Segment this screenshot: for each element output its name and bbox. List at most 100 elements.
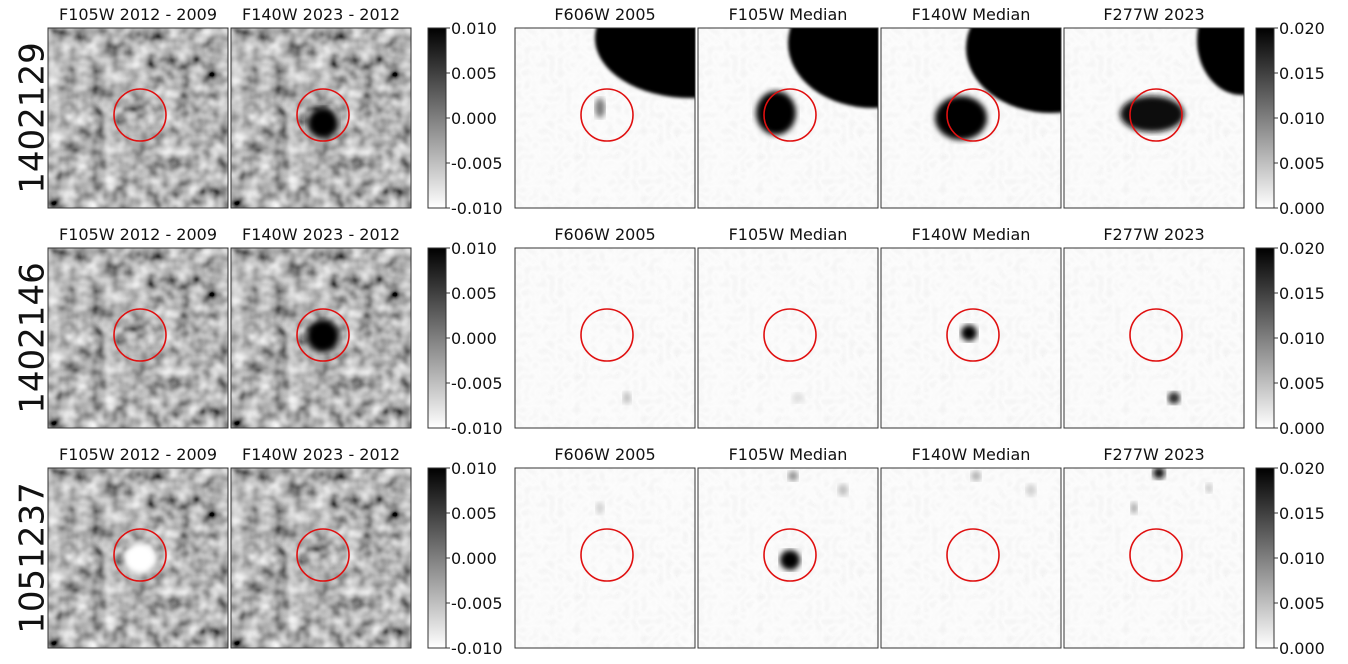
source <box>1131 502 1137 514</box>
image-background <box>515 468 695 648</box>
image-panel <box>48 28 228 208</box>
image-panel <box>698 468 878 648</box>
colorbar-tick-label: -0.005 <box>451 374 503 393</box>
colorbar <box>428 468 446 648</box>
colorbar-tick-label: 0.010 <box>451 19 497 38</box>
source <box>961 325 977 341</box>
panel-title: F105W Median <box>729 445 848 464</box>
panel-title: F140W 2023 - 2012 <box>242 225 400 244</box>
image-panel <box>1064 248 1244 428</box>
colorbar-tick-label: -0.010 <box>451 199 503 218</box>
source <box>838 484 848 496</box>
colorbar-tick-label: 0.000 <box>451 549 497 568</box>
image-panel <box>515 468 695 648</box>
panel-title: F606W 2005 <box>554 445 655 464</box>
colorbar-tick-label: 0.015 <box>1279 504 1325 523</box>
source <box>792 393 804 403</box>
source <box>971 471 981 481</box>
source <box>1026 484 1036 496</box>
row-label: 1402129 <box>13 42 53 193</box>
image-panel <box>698 248 878 428</box>
image-panel <box>881 248 1061 428</box>
colorbar-tick-label: 0.010 <box>1279 329 1325 348</box>
image-background <box>48 28 228 208</box>
colorbar <box>1256 468 1274 648</box>
image-panel <box>881 468 1061 648</box>
colorbar <box>428 28 446 208</box>
image-background <box>1064 468 1244 648</box>
colorbar-tick-label: 0.020 <box>1279 459 1325 478</box>
source <box>124 542 156 574</box>
image-background <box>698 248 878 428</box>
image-panel <box>1064 467 1244 648</box>
image-background <box>1064 248 1244 428</box>
panel-title: F105W 2012 - 2009 <box>59 5 217 24</box>
colorbar-tick-label: 0.005 <box>1279 374 1325 393</box>
colorbar-tick-label: 0.005 <box>451 284 497 303</box>
panel-title: F105W 2012 - 2009 <box>59 225 217 244</box>
image-background <box>48 248 228 428</box>
panel-title: F277W 2023 <box>1103 5 1204 24</box>
colorbar-tick-label: 0.010 <box>1279 549 1325 568</box>
source <box>307 320 339 352</box>
colorbar-tick-label: 0.005 <box>1279 594 1325 613</box>
source <box>623 392 631 404</box>
colorbar-tick-label: 0.000 <box>1279 639 1325 658</box>
image-background <box>515 248 695 428</box>
colorbar-tick-label: 0.010 <box>1279 109 1325 128</box>
colorbar-tick-label: -0.005 <box>451 154 503 173</box>
image-background <box>881 468 1061 648</box>
image-background <box>231 468 411 648</box>
source <box>1206 483 1212 493</box>
image-panel <box>1064 0 1287 208</box>
source <box>1168 392 1180 404</box>
panel-title: F277W 2023 <box>1103 225 1204 244</box>
colorbar <box>1256 28 1274 208</box>
colorbar-tick-label: 0.005 <box>451 504 497 523</box>
colorbar-tick-label: 0.000 <box>1279 419 1325 438</box>
colorbar-tick-label: 0.005 <box>1279 154 1325 173</box>
panel-title: F140W Median <box>912 5 1031 24</box>
colorbar-tick-label: 0.000 <box>451 109 497 128</box>
colorbar-tick-label: -0.005 <box>451 594 503 613</box>
colorbar-tick-label: 0.015 <box>1279 284 1325 303</box>
panel-title: F105W Median <box>729 225 848 244</box>
image-panel <box>231 468 411 648</box>
image-panel <box>48 248 228 428</box>
colorbar-tick-label: 0.015 <box>1279 64 1325 83</box>
panel-title: F606W 2005 <box>554 5 655 24</box>
source <box>596 502 604 514</box>
colorbar-tick-label: -0.010 <box>451 419 503 438</box>
panel-title: F105W 2012 - 2009 <box>59 445 217 464</box>
panel-title: F105W Median <box>729 5 848 24</box>
colorbar-tick-label: 0.000 <box>1279 199 1325 218</box>
source <box>780 550 800 570</box>
row-label: 1051237 <box>13 482 53 633</box>
source <box>595 98 605 118</box>
colorbar-tick-label: 0.000 <box>451 329 497 348</box>
colorbar-tick-label: 0.020 <box>1279 19 1325 38</box>
panel-title: F140W Median <box>912 225 1031 244</box>
image-panel <box>231 28 411 208</box>
panel-title: F606W 2005 <box>554 225 655 244</box>
colorbar-tick-label: 0.010 <box>451 239 497 258</box>
source <box>1153 467 1165 479</box>
source <box>756 91 796 135</box>
colorbar-tick-label: 0.020 <box>1279 239 1325 258</box>
panel-title: F140W 2023 - 2012 <box>242 5 400 24</box>
row-label: 1402146 <box>13 262 53 413</box>
colorbar-tick-label: 0.005 <box>451 64 497 83</box>
image-panel <box>48 468 228 648</box>
colorbar <box>428 248 446 428</box>
colorbar <box>1256 248 1274 428</box>
colorbar-tick-label: -0.010 <box>451 639 503 658</box>
source <box>308 108 338 138</box>
colorbar-tick-label: 0.010 <box>451 459 497 478</box>
panel-title: F277W 2023 <box>1103 445 1204 464</box>
panel-title: F140W 2023 - 2012 <box>242 445 400 464</box>
source <box>788 471 798 481</box>
image-panel <box>231 248 411 428</box>
figure: 1402129 F105W 2012 - 2009 F140W 2023 - 201… <box>0 0 1348 660</box>
source <box>935 96 987 140</box>
image-panel <box>515 248 695 428</box>
